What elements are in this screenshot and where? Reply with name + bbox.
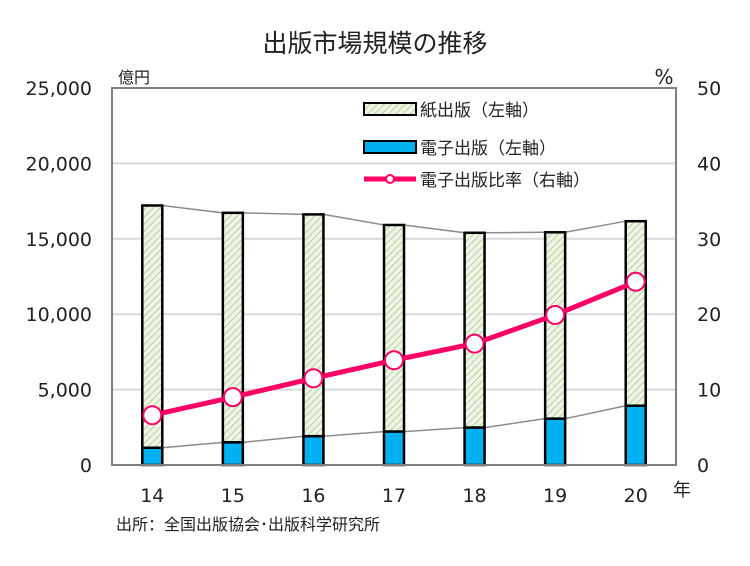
bar-digital-19 xyxy=(543,417,567,467)
ratio-point-18 xyxy=(464,333,485,354)
x-tick-label: 19 xyxy=(543,485,567,507)
ratio-series xyxy=(142,271,646,426)
bar-digital-18 xyxy=(463,426,486,467)
bar-digital-16 xyxy=(302,434,325,467)
bar-print-17 xyxy=(382,223,406,433)
total-connector xyxy=(403,224,465,234)
x-tick-label: 20 xyxy=(624,485,648,507)
x-tick-label: 16 xyxy=(301,485,325,507)
x-tick-label: 18 xyxy=(462,485,486,507)
right-tick-label: 20 xyxy=(697,304,721,326)
plot-frame xyxy=(111,87,677,466)
right-tick-label: 30 xyxy=(697,229,721,251)
bar-connector-lines xyxy=(162,204,626,449)
left-tick-label: 25,000 xyxy=(26,78,92,100)
left-tick-label: 10,000 xyxy=(26,304,92,326)
ratio-point-20 xyxy=(625,271,646,292)
total-connector xyxy=(565,220,626,234)
bar-print-15 xyxy=(221,211,245,444)
bar-digital-15 xyxy=(221,441,245,467)
right-tick-label: 0 xyxy=(697,455,709,477)
ratio-point-17 xyxy=(384,350,404,371)
digital-connector xyxy=(242,435,304,444)
right-tick-label: 40 xyxy=(697,153,721,175)
legend-label-digital: 電子出版（左軸） xyxy=(420,139,556,159)
left-axis-ticks: 0 5,000 10,000 15,000 20,000 25,000 xyxy=(26,78,92,477)
total-connector xyxy=(242,212,304,216)
x-tick-label: 17 xyxy=(382,485,406,507)
ratio-point-15 xyxy=(222,387,243,408)
bar-print-16 xyxy=(302,213,325,438)
right-tick-label: 50 xyxy=(697,78,721,100)
bar-digital-17 xyxy=(382,430,406,467)
source-note: 出所：全国出版協会･出版科学研究所 xyxy=(116,515,380,534)
bar-digital-14 xyxy=(141,446,164,467)
left-tick-label: 5,000 xyxy=(38,380,92,402)
x-tick-label: 15 xyxy=(221,485,245,507)
x-tick-label: 14 xyxy=(140,485,164,507)
total-connector xyxy=(162,204,223,214)
left-tick-label: 20,000 xyxy=(26,153,92,175)
legend-label-ratio: 電子出版比率（右軸） xyxy=(420,171,590,191)
bar-digital-20 xyxy=(624,404,647,467)
digital-connector xyxy=(403,426,465,433)
ratio-point-14 xyxy=(142,405,163,426)
bars xyxy=(141,204,647,467)
bar-print-19 xyxy=(543,231,567,420)
bar-print-20 xyxy=(624,219,647,407)
legend-swatch-digital xyxy=(363,140,417,154)
right-axis-ticks: 0 10 20 30 40 50 xyxy=(697,78,721,477)
right-tick-label: 10 xyxy=(697,380,721,402)
bar-print-18 xyxy=(463,231,486,429)
legend-label-print: 紙出版（左軸） xyxy=(420,101,539,121)
left-tick-label: 15,000 xyxy=(26,229,92,251)
legend-swatch-print xyxy=(363,102,417,116)
digital-connector xyxy=(323,430,385,437)
digital-connector xyxy=(162,441,223,449)
digital-connector xyxy=(484,417,546,429)
x-axis-unit: 年 xyxy=(673,480,691,501)
left-tick-label: 0 xyxy=(80,455,92,477)
ratio-point-16 xyxy=(303,368,324,389)
right-axis-unit: % xyxy=(654,65,673,89)
total-connector xyxy=(323,213,385,226)
chart-title: 出版市場規模の推移 xyxy=(262,29,487,58)
legend-marker-ratio xyxy=(385,174,395,184)
legend: 紙出版（左軸） 電子出版（左軸） 電子出版比率（右軸） xyxy=(363,101,590,191)
x-axis-ticks: 14 15 16 17 18 19 20 xyxy=(140,485,648,507)
digital-connector xyxy=(564,404,626,420)
ratio-point-19 xyxy=(545,304,566,325)
left-axis-unit: 億円 xyxy=(118,68,150,87)
